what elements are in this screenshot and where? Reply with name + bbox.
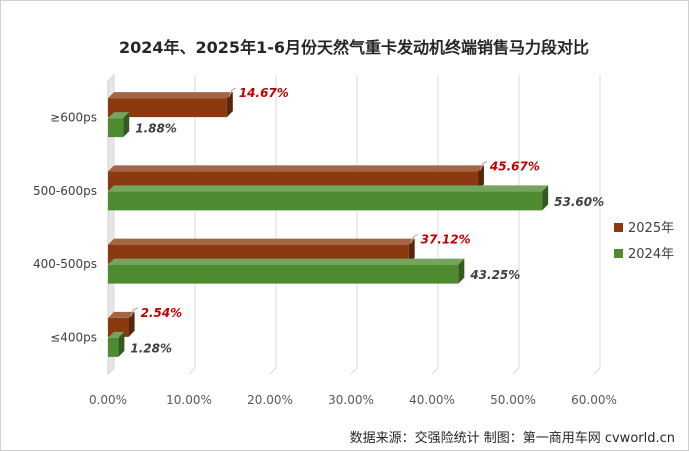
gridline-foot [269,367,277,375]
data-label-2024: 43.25% [469,268,520,282]
legend-label: 2025年 [628,221,674,236]
bars [108,92,549,357]
gridline-foot [107,367,115,375]
bar-top [108,185,549,192]
data-label-2024: 1.88% [135,122,177,136]
legend: 2025年 2024年 [614,221,674,262]
legend-label: 2024年 [628,247,674,262]
x-tick-label: 40.00% [409,393,455,407]
bar-2024 [108,185,549,211]
bar-side [128,311,135,337]
category-label: 400-500ps [33,257,97,271]
bar-top [108,238,415,245]
data-label-2025: 14.67% [239,86,289,100]
gridline-foot [188,367,196,375]
x-tick-label: 20.00% [247,393,293,407]
gridline-foot [512,367,520,375]
bar-top [108,331,125,338]
bar-top [108,165,484,172]
bar-2024 [108,112,130,138]
bar-side [542,185,549,211]
x-tick-label: 50.00% [490,393,536,407]
label-leader [410,234,418,244]
label-leader [228,87,237,98]
bar-2024 [108,331,125,357]
data-label-2024: 1.28% [130,341,172,355]
bar-face [108,118,124,138]
category-label: 500-600ps [33,184,97,198]
data-label-2024: 53.60% [554,195,604,209]
label-leader [479,160,488,171]
gridlines [107,73,601,376]
axis-ticks: 0.00% 10.00% 20.00% 30.00% 40.00% 50.00% 60.00… [33,111,617,407]
legend-swatch [614,223,623,232]
data-label-2025: 37.12% [421,233,471,247]
bar-face [108,337,119,357]
bar-2024 [108,258,465,284]
source-note: 数据来源：交强险统计 制图：第一商用车网 cvworld.cn [350,430,675,446]
bar-side [408,238,415,264]
x-tick-label: 0.00% [89,393,127,407]
x-tick-label: 10.00% [166,393,212,407]
chart-title: 2024年、2025年1-6月份天然气重卡发动机终端销售马力段对比 [119,38,589,57]
bar-2025 [108,92,233,118]
bar-side [118,331,125,357]
bar-face [108,98,227,118]
category-label: ≥600ps [50,111,97,125]
bar-top [108,311,135,318]
gridline-foot [593,367,601,375]
bar-top [108,112,130,119]
bar-side [123,112,130,138]
bar-top [108,258,465,265]
bar-top [108,92,233,99]
data-labels: 14.67% 1.88% 45.67% 53.60% 37.12% 43.25% 2.54%… [130,86,604,355]
bar-face [108,191,543,211]
x-tick-label: 60.00% [571,393,617,407]
x-tick-label: 30.00% [328,393,374,407]
bar-side [477,165,484,191]
gridline-foot [350,367,358,375]
legend-swatch [614,249,623,258]
category-label: ≤400ps [50,330,97,344]
data-label-2025: 2.54% [141,306,183,320]
gridline-foot [431,367,439,375]
data-label-2025: 45.67% [489,159,540,173]
bar-side [458,258,465,284]
bar-face [108,264,459,284]
bar-side [226,92,233,118]
label-leader [130,307,138,318]
